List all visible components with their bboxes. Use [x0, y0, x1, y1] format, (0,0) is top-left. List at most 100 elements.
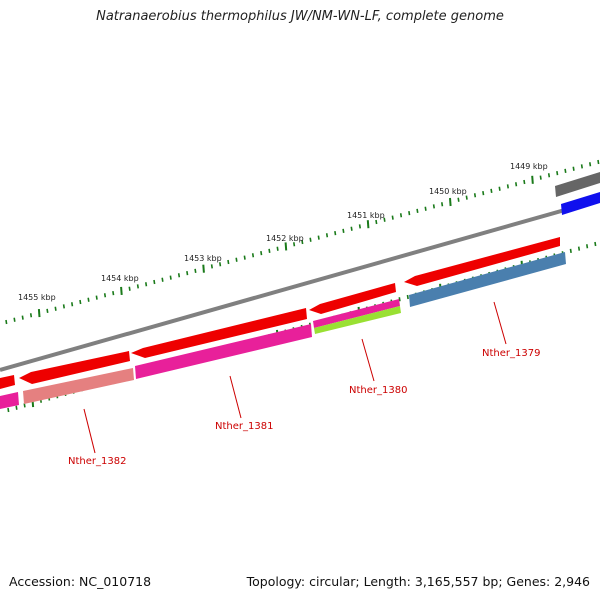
product-lime-1380[interactable] — [314, 306, 401, 334]
kbp-outer-tick — [597, 159, 600, 165]
kbp-outer-tick — [243, 255, 246, 260]
kbp-outer-tick — [219, 262, 222, 267]
kbp-outer-tick — [251, 253, 255, 258]
product-magenta-1380[interactable] — [313, 299, 400, 328]
feature-grey-partial — [555, 172, 600, 197]
accession-text: Accession: NC_010718 — [9, 574, 152, 589]
kbp-outer-tick — [383, 217, 386, 222]
kbp-outer-tick — [441, 202, 444, 207]
gene-cds-1379[interactable] — [404, 237, 560, 286]
kbp-outer-tick — [366, 220, 370, 229]
kbp-inner-tick — [406, 294, 409, 300]
kbp-inner-tick — [577, 246, 581, 251]
kbp-outer-tick — [572, 166, 575, 171]
genome-backbone — [0, 198, 600, 372]
kbp-outer-tick — [449, 197, 452, 207]
kbp-outer-tick — [506, 184, 509, 189]
leader-line-1379 — [493, 301, 507, 345]
kbp-outer-tick — [325, 233, 329, 238]
kbp-label-1450: 1450 kbp — [429, 187, 467, 196]
kbp-outer-tick — [301, 239, 304, 245]
topology-text: Topology: circular; Length: 3,165,557 bp… — [246, 574, 590, 589]
kbp-outer-tick — [416, 208, 419, 214]
kbp-outer-tick — [547, 173, 551, 178]
leader-line-1380 — [361, 338, 375, 382]
kbp-outer-tick — [112, 290, 115, 296]
kbp-outer-tick — [186, 270, 189, 276]
kbp-outer-tick — [556, 170, 559, 176]
kbp-inner-tick — [569, 248, 572, 254]
kbp-outer-tick — [432, 204, 435, 209]
gene-cds-1382[interactable] — [19, 351, 130, 384]
kbp-outer-tick — [13, 317, 16, 322]
kbp-outer-tick — [473, 193, 477, 198]
kbp-outer-tick — [531, 175, 534, 184]
map-title: Natranaerobius thermophilus JW/NM-WN-LF,… — [96, 9, 504, 24]
kbp-outer-tick — [284, 242, 288, 251]
kbp-outer-tick — [210, 264, 213, 269]
kbp-outer-tick — [539, 175, 542, 180]
kbp-outer-tick — [523, 179, 526, 185]
kbp-outer-tick — [145, 282, 148, 287]
kbp-inner-tick — [23, 403, 26, 408]
gene-cds-1380[interactable] — [309, 283, 396, 314]
kbp-outer-tick — [103, 293, 107, 298]
kbp-outer-tick — [580, 164, 583, 169]
kbp-outer-tick — [342, 228, 345, 234]
kbp-inner-tick — [586, 244, 589, 249]
kbp-outer-tick — [589, 162, 592, 167]
product-salmon-1382[interactable] — [23, 368, 134, 404]
kbp-outer-tick — [161, 277, 164, 282]
gene-cds-partial-left — [0, 375, 15, 389]
kbp-outer-tick — [202, 264, 205, 273]
gene-label-1381[interactable]: Nther_1381 — [215, 421, 273, 432]
kbp-outer-tick — [136, 284, 139, 289]
kbp-outer-tick — [309, 237, 312, 242]
kbp-outer-tick — [194, 268, 197, 274]
kbp-outer-tick — [490, 188, 493, 194]
gene-cds-1381[interactable] — [131, 308, 307, 358]
kbp-outer-tick — [71, 302, 74, 307]
kbp-outer-tick — [62, 304, 65, 309]
kbp-outer-tick — [375, 219, 378, 225]
kbp-outer-tick — [498, 186, 501, 191]
kbp-outer-tick — [276, 246, 279, 251]
kbp-outer-tick — [169, 275, 172, 280]
kbp-outer-tick — [457, 197, 460, 202]
kbp-outer-tick — [424, 206, 427, 211]
kbp-outer-tick — [128, 286, 131, 291]
product-steel-1379[interactable] — [409, 252, 566, 307]
kbp-outer-tick — [46, 308, 49, 314]
kbp-outer-tick — [79, 299, 82, 305]
kbp-outer-tick — [37, 309, 41, 318]
kbp-outer-tick — [29, 313, 33, 318]
kbp-outer-tick — [408, 210, 411, 216]
kbp-inner-tick — [7, 407, 10, 413]
leader-line-1382 — [83, 408, 96, 454]
feature-blue-partial — [561, 192, 600, 215]
kbp-outer-tick — [482, 190, 485, 196]
kbp-label-1453: 1453 kbp — [184, 254, 222, 263]
product-magenta-1381[interactable] — [135, 324, 312, 379]
gene-label-1380[interactable]: Nther_1380 — [349, 385, 407, 396]
kbp-outer-tick — [95, 295, 98, 300]
kbp-outer-tick — [54, 306, 57, 311]
kbp-outer-tick — [120, 286, 123, 295]
kbp-outer-tick — [5, 319, 8, 325]
kbp-label-1455: 1455 kbp — [18, 293, 56, 302]
kbp-outer-tick — [350, 226, 353, 231]
product-magenta-partial-left — [0, 392, 19, 409]
kbp-outer-tick — [564, 168, 567, 174]
gene-label-1382[interactable]: Nther_1382 — [68, 456, 126, 467]
kbp-outer-tick — [293, 242, 296, 247]
kbp-outer-tick — [515, 182, 518, 187]
kbp-outer-tick — [317, 235, 320, 240]
kbp-outer-tick — [177, 273, 181, 278]
gene-label-1379[interactable]: Nther_1379 — [482, 348, 540, 359]
kbp-inner-tick — [15, 405, 18, 410]
kbp-outer-tick — [268, 248, 271, 254]
leader-line-1381 — [229, 375, 242, 419]
kbp-inner-tick — [594, 241, 597, 247]
kbp-label-1451: 1451 kbp — [347, 211, 385, 220]
